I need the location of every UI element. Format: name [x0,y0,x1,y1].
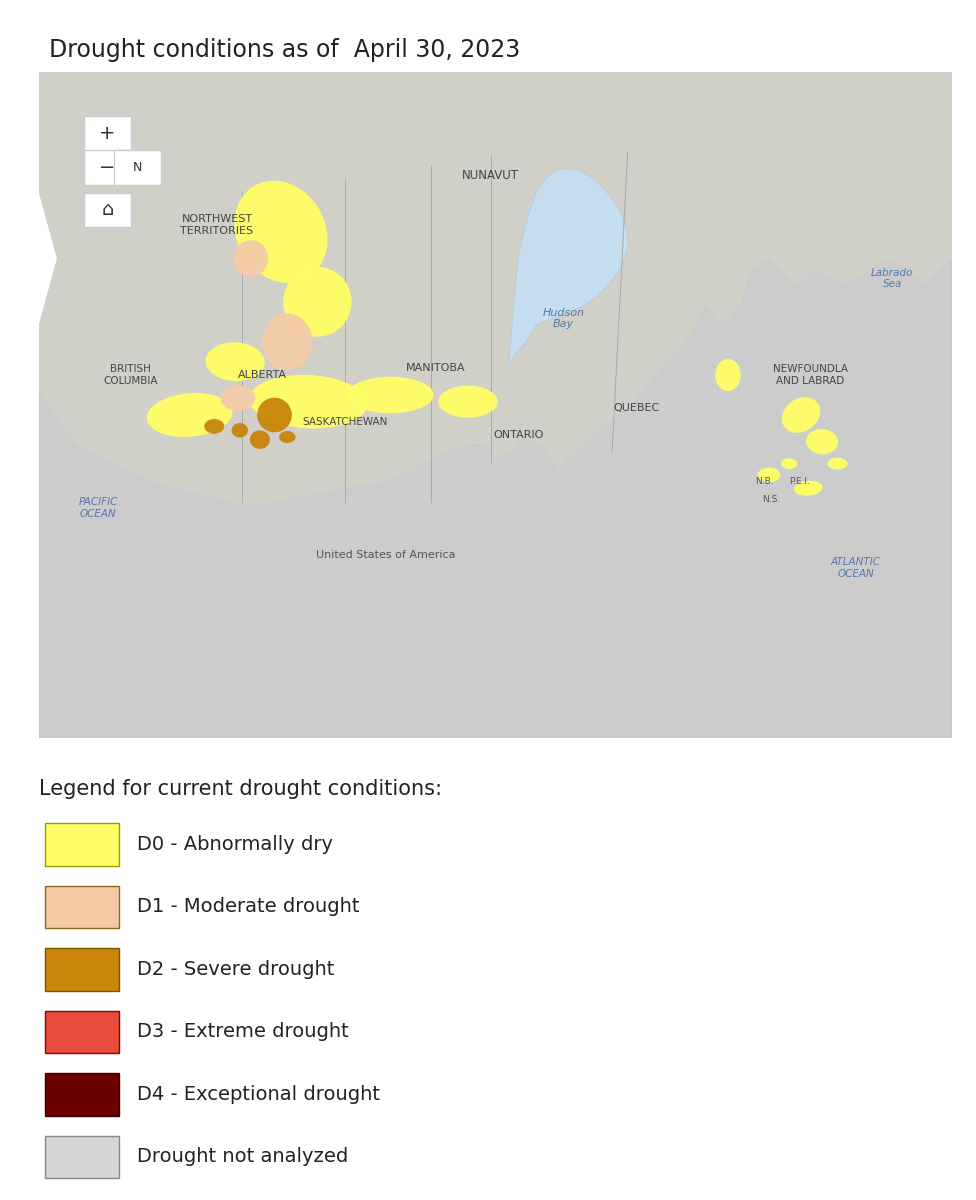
FancyBboxPatch shape [45,948,119,990]
Ellipse shape [438,385,498,418]
Text: D3 - Extreme drought: D3 - Extreme drought [137,1022,348,1042]
FancyBboxPatch shape [84,150,131,185]
Text: N.S.: N.S. [762,496,780,504]
Polygon shape [509,168,628,365]
Text: QUEBEC: QUEBEC [614,403,660,413]
FancyBboxPatch shape [84,116,131,150]
Ellipse shape [234,181,328,283]
Ellipse shape [204,419,224,433]
Text: MANITOBA: MANITOBA [406,364,466,373]
Text: D2 - Severe drought: D2 - Severe drought [137,960,334,979]
Ellipse shape [231,422,248,438]
Text: ATLANTIC
OCEAN: ATLANTIC OCEAN [831,557,880,578]
Ellipse shape [793,481,823,496]
Text: N: N [133,161,142,174]
Ellipse shape [781,458,797,469]
Text: −: − [100,157,116,176]
Text: SASKATCHEWAN: SASKATCHEWAN [302,416,387,427]
Polygon shape [39,72,952,505]
FancyBboxPatch shape [45,886,119,928]
FancyBboxPatch shape [45,823,119,865]
FancyBboxPatch shape [84,192,131,227]
Polygon shape [39,258,952,738]
FancyBboxPatch shape [114,150,161,185]
Ellipse shape [250,431,270,449]
Ellipse shape [806,430,838,455]
FancyBboxPatch shape [45,1010,119,1054]
Ellipse shape [715,359,741,391]
Text: N.B.: N.B. [755,478,774,486]
Text: Drought not analyzed: Drought not analyzed [137,1147,347,1166]
Text: NEWFOUNDLA
AND LABRAD: NEWFOUNDLA AND LABRAD [773,365,847,386]
Text: PACIFIC
OCEAN: PACIFIC OCEAN [79,498,118,520]
FancyBboxPatch shape [45,1073,119,1116]
Text: D1 - Moderate drought: D1 - Moderate drought [137,898,359,917]
Ellipse shape [283,266,351,337]
Ellipse shape [233,240,268,277]
FancyBboxPatch shape [45,1135,119,1178]
Text: BRITISH
COLUMBIA: BRITISH COLUMBIA [103,365,157,386]
Ellipse shape [249,374,367,428]
Text: Legend for current drought conditions:: Legend for current drought conditions: [39,779,442,799]
Text: Drought conditions as of  April 30, 2023: Drought conditions as of April 30, 2023 [49,38,520,62]
Text: D0 - Abnormally dry: D0 - Abnormally dry [137,835,333,854]
Ellipse shape [221,385,256,410]
Ellipse shape [347,377,433,413]
Text: D4 - Exceptional drought: D4 - Exceptional drought [137,1085,380,1104]
Ellipse shape [782,397,820,433]
Ellipse shape [828,457,847,469]
Ellipse shape [206,342,264,382]
Ellipse shape [757,468,781,482]
Text: ⌂: ⌂ [102,200,113,220]
Text: ONTARIO: ONTARIO [493,430,544,440]
Text: P.E.I.: P.E.I. [789,478,810,486]
Text: NORTHWEST
TERRITORIES: NORTHWEST TERRITORIES [181,215,254,236]
Ellipse shape [263,313,312,370]
Ellipse shape [146,392,232,437]
Text: ALBERTA: ALBERTA [238,370,287,380]
Text: United States of America: United States of America [316,550,456,560]
Ellipse shape [279,431,296,443]
Text: +: + [100,124,116,143]
Ellipse shape [257,397,292,432]
Text: NUNAVUT: NUNAVUT [463,169,519,181]
Text: Labrado
Sea: Labrado Sea [872,268,914,289]
Text: Hudson
Bay: Hudson Bay [543,307,585,329]
